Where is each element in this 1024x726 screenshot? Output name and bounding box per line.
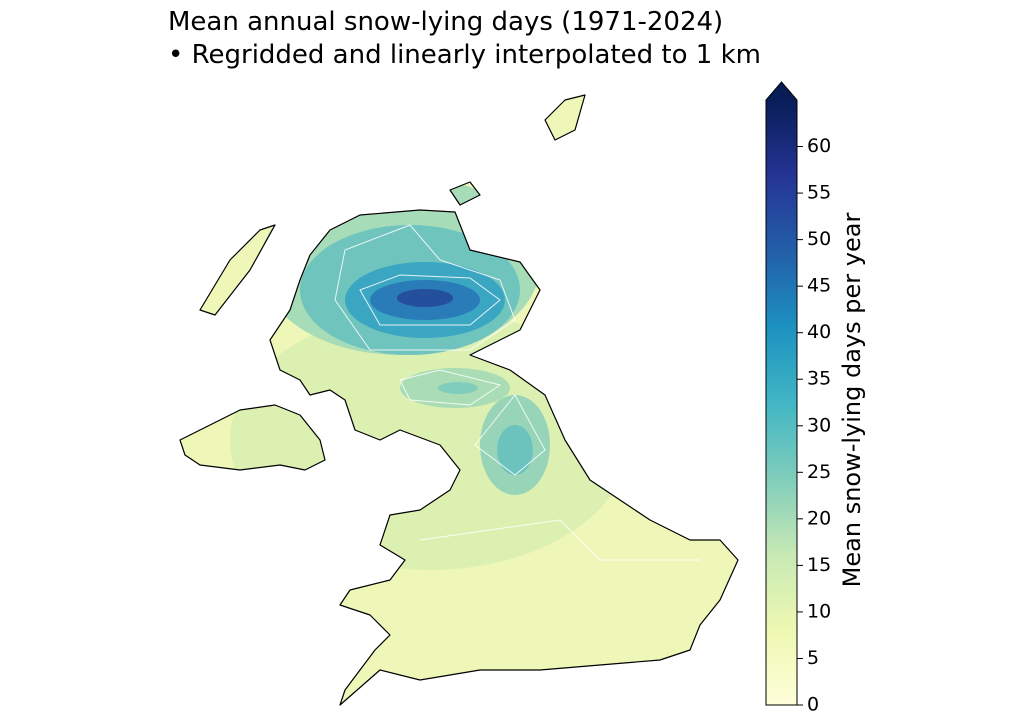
map-subtitle: • Regridded and linearly interpolated to… — [168, 40, 761, 70]
colorbar-tick-label: 35 — [807, 368, 831, 390]
colorbar-tick-label: 10 — [807, 600, 831, 622]
colorbar-frame — [765, 81, 798, 706]
colorbar-tick-label: 0 — [807, 694, 819, 716]
colorbar-tick-label: 60 — [807, 135, 831, 157]
colorbar-label: Mean snow-lying days per year — [838, 213, 866, 588]
colorbar-tick-label: 50 — [807, 228, 831, 250]
snow-field — [180, 95, 738, 705]
colorbar-tick-label: 20 — [807, 507, 831, 529]
colorbar-tick-label: 5 — [807, 647, 819, 669]
colorbar-extend — [766, 82, 797, 100]
coastline — [179, 94, 739, 706]
colorbar-tick-label: 45 — [807, 275, 831, 297]
colorbar-tick-label: 40 — [807, 321, 831, 343]
colorbar-tick-label: 55 — [807, 182, 831, 204]
map-title: Mean annual snow-lying days (1971-2024) — [168, 7, 723, 37]
colorbar-tick-label: 30 — [807, 414, 831, 436]
colorbar-tick-label: 15 — [807, 554, 831, 576]
colorbar-scale — [766, 100, 797, 705]
colorbar: 0 5 10 15 20 25 30 35 40 45 50 55 60 — [765, 81, 831, 716]
colorbar-tick-label: 25 — [807, 461, 831, 483]
